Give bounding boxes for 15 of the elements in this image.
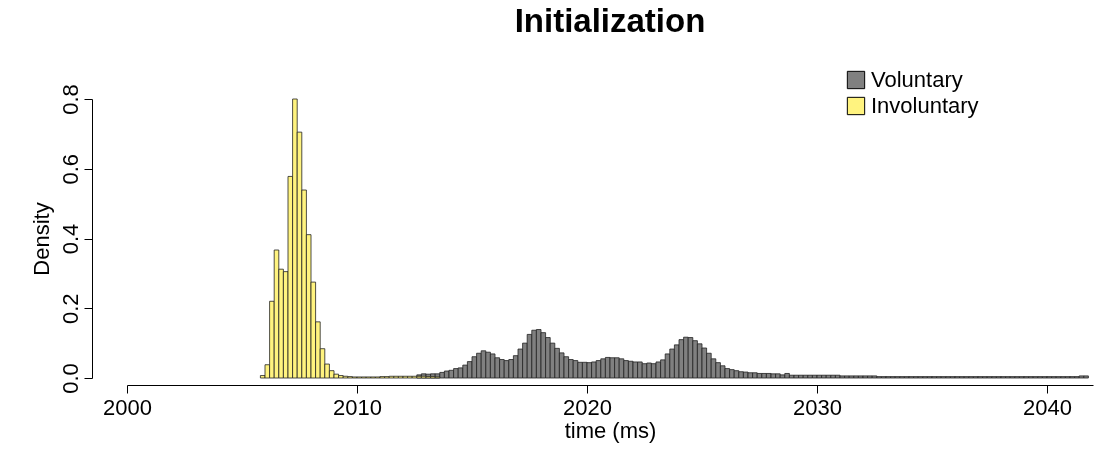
x-tick-label: 2010: [333, 394, 382, 420]
y-tick-label: 0.2: [57, 293, 83, 325]
legend-label: Voluntary: [871, 67, 963, 92]
y-tick-label: 0.4: [57, 223, 83, 255]
y-tick-label: 0.8: [57, 84, 83, 115]
y-axis-title: Density: [28, 202, 54, 276]
x-tick-label: 2030: [793, 394, 842, 420]
x-axis-title: time (ms): [564, 417, 657, 443]
x-tick-label: 2020: [563, 394, 612, 420]
chart-title: Initialization: [514, 2, 706, 39]
x-tick-label: 2040: [1023, 394, 1072, 420]
y-tick-label: 0.6: [57, 153, 83, 185]
x-tick-label: 2000: [103, 394, 152, 420]
y-tick-label: 0.0: [57, 363, 83, 394]
legend-label: Involuntary: [871, 93, 979, 118]
